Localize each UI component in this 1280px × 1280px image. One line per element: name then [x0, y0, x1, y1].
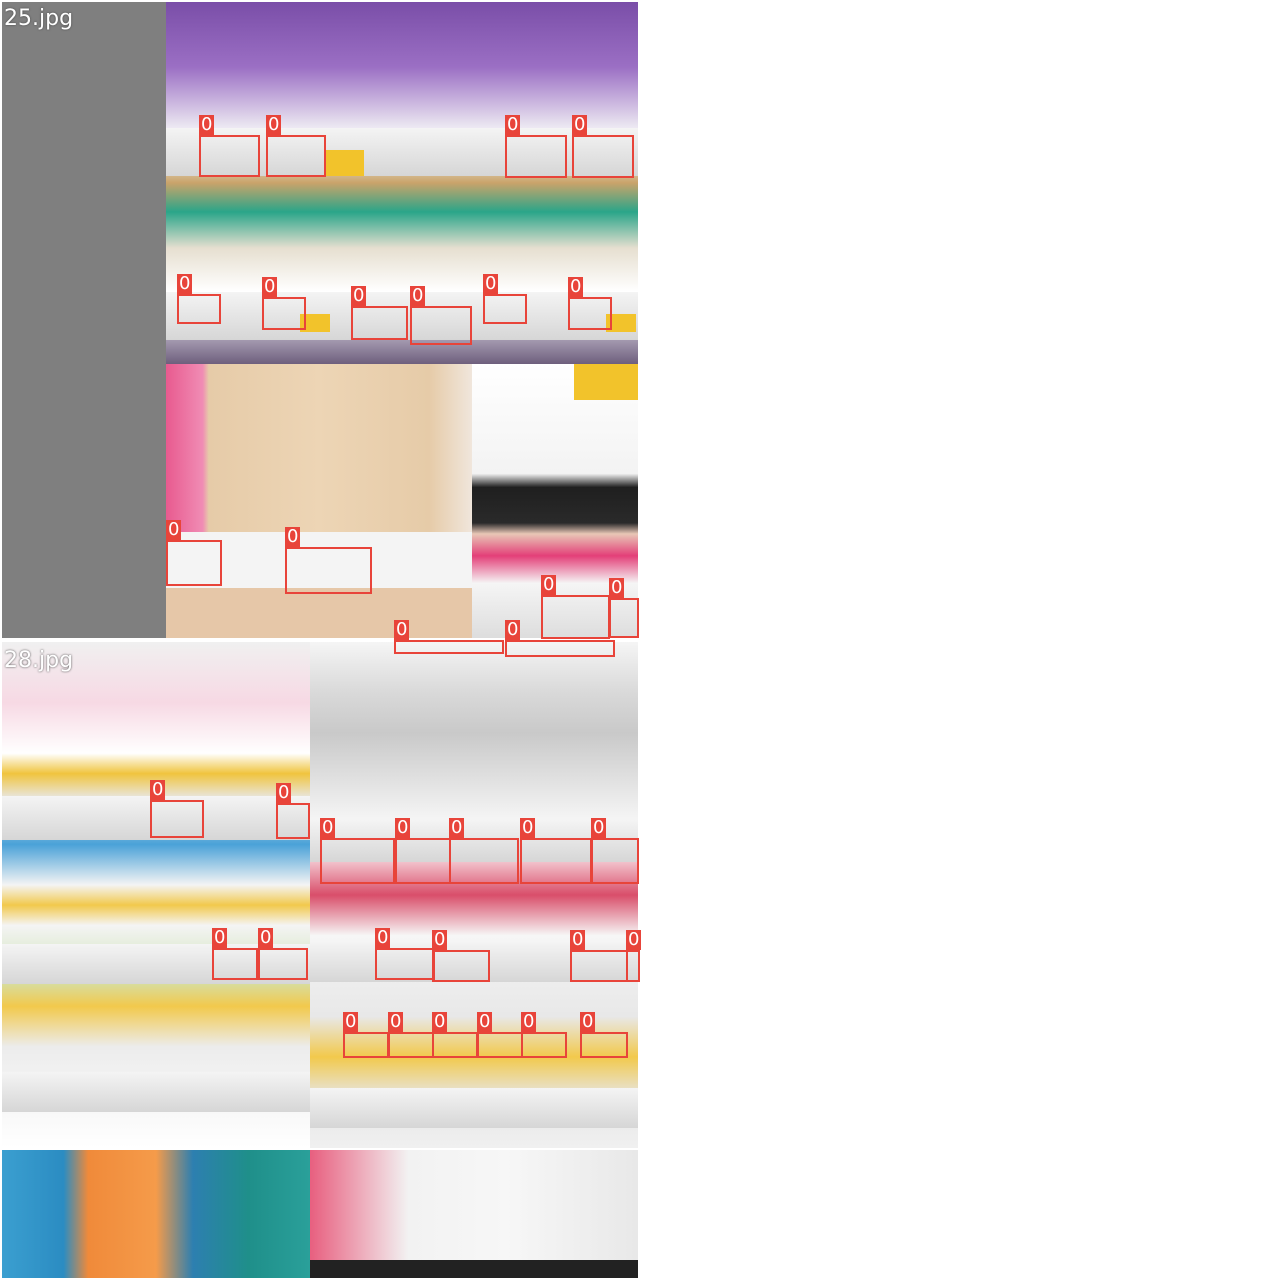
detection-box: 0 [285, 527, 372, 594]
padding-left-top [2, 2, 166, 638]
detection-box: 0 [580, 1012, 628, 1058]
photo-tile-bottom-left [2, 642, 310, 1148]
detection-box: 0 [477, 1012, 523, 1058]
class-label: 0 [166, 519, 182, 540]
detection-box: 0 [432, 930, 490, 982]
class-label: 0 [285, 526, 301, 547]
shelf-rail [310, 820, 638, 862]
class-label: 0 [276, 782, 292, 803]
detection-box: 0 [591, 818, 639, 884]
class-label: 0 [320, 817, 336, 838]
detection-box: 0 [150, 780, 204, 838]
detection-box: 0 [166, 520, 222, 586]
price-tag-yellow [606, 314, 636, 332]
detection-box: 0 [351, 286, 408, 340]
detection-box: 0 [276, 783, 310, 839]
detection-box: 0 [432, 1012, 478, 1058]
detection-box: 0 [262, 277, 306, 330]
photo-tile-sunscreen [2, 1150, 310, 1278]
class-label: 0 [432, 1011, 448, 1032]
price-tag-yellow [326, 150, 364, 176]
class-label: 0 [410, 285, 426, 306]
class-label: 0 [262, 276, 278, 297]
class-label: 0 [572, 114, 588, 135]
class-label: 0 [343, 1011, 359, 1032]
image-filename-label: 25.jpg [4, 6, 74, 31]
detection-box: 0 [410, 286, 472, 345]
class-label: 0 [541, 574, 557, 595]
class-label: 0 [505, 619, 521, 640]
detection-box: 0 [258, 928, 308, 980]
class-label: 0 [388, 1011, 404, 1032]
class-label: 0 [395, 817, 411, 838]
class-label: 0 [521, 1011, 537, 1032]
photo-tile-cream-boxes [166, 364, 472, 638]
class-label: 0 [351, 285, 367, 306]
detection-box: 0 [541, 575, 610, 639]
price-tag-yellow [300, 314, 330, 332]
class-label: 0 [375, 927, 391, 948]
shelf-rail [310, 1088, 638, 1128]
class-label: 0 [266, 114, 282, 135]
detection-box: 0 [212, 928, 258, 980]
shelf-rail [2, 1072, 310, 1112]
detection-box: 0 [572, 115, 634, 178]
class-label: 0 [150, 779, 166, 800]
price-tag-yellow [574, 364, 638, 400]
detection-box: 0 [609, 578, 639, 638]
detection-box: 0 [266, 115, 326, 177]
image-filename-label: 28.jpg [4, 648, 74, 673]
detection-box: 0 [505, 115, 567, 178]
class-label: 0 [212, 927, 228, 948]
detection-box: 0 [199, 115, 260, 177]
detection-box: 0 [505, 620, 615, 657]
detection-box: 0 [394, 620, 504, 654]
class-label: 0 [394, 619, 410, 640]
detection-box: 0 [521, 1012, 567, 1058]
detection-box: 0 [320, 818, 395, 884]
class-label: 0 [483, 273, 499, 294]
class-label: 0 [568, 276, 584, 297]
detection-box: 0 [520, 818, 592, 884]
class-label: 0 [520, 817, 536, 838]
class-label: 0 [258, 927, 274, 948]
detection-box: 0 [177, 274, 221, 324]
class-label: 0 [432, 929, 448, 950]
class-label: 0 [591, 817, 607, 838]
detection-box: 0 [388, 1012, 434, 1058]
photo-tile-pink-bags [310, 1150, 638, 1278]
class-label: 0 [177, 273, 193, 294]
detection-box: 0 [343, 1012, 389, 1058]
class-label: 0 [570, 929, 586, 950]
photo-tile-bottom-right [310, 642, 638, 1148]
shelf-rail [2, 796, 310, 840]
photo-tile-top-left [166, 2, 472, 364]
detection-box: 0 [449, 818, 519, 884]
product-bottom-strip [166, 588, 472, 638]
comb-row [310, 1260, 638, 1278]
detection-box: 0 [626, 930, 642, 982]
detection-box: 0 [483, 274, 527, 324]
class-label: 0 [626, 929, 642, 950]
class-label: 0 [580, 1011, 596, 1032]
detection-box: 0 [375, 928, 435, 980]
class-label: 0 [449, 817, 465, 838]
class-label: 0 [609, 577, 625, 598]
class-label: 0 [199, 114, 215, 135]
class-label: 0 [477, 1011, 493, 1032]
detection-box: 0 [568, 277, 612, 330]
detection-box: 0 [395, 818, 451, 884]
detection-box: 0 [570, 930, 628, 982]
class-label: 0 [505, 114, 521, 135]
